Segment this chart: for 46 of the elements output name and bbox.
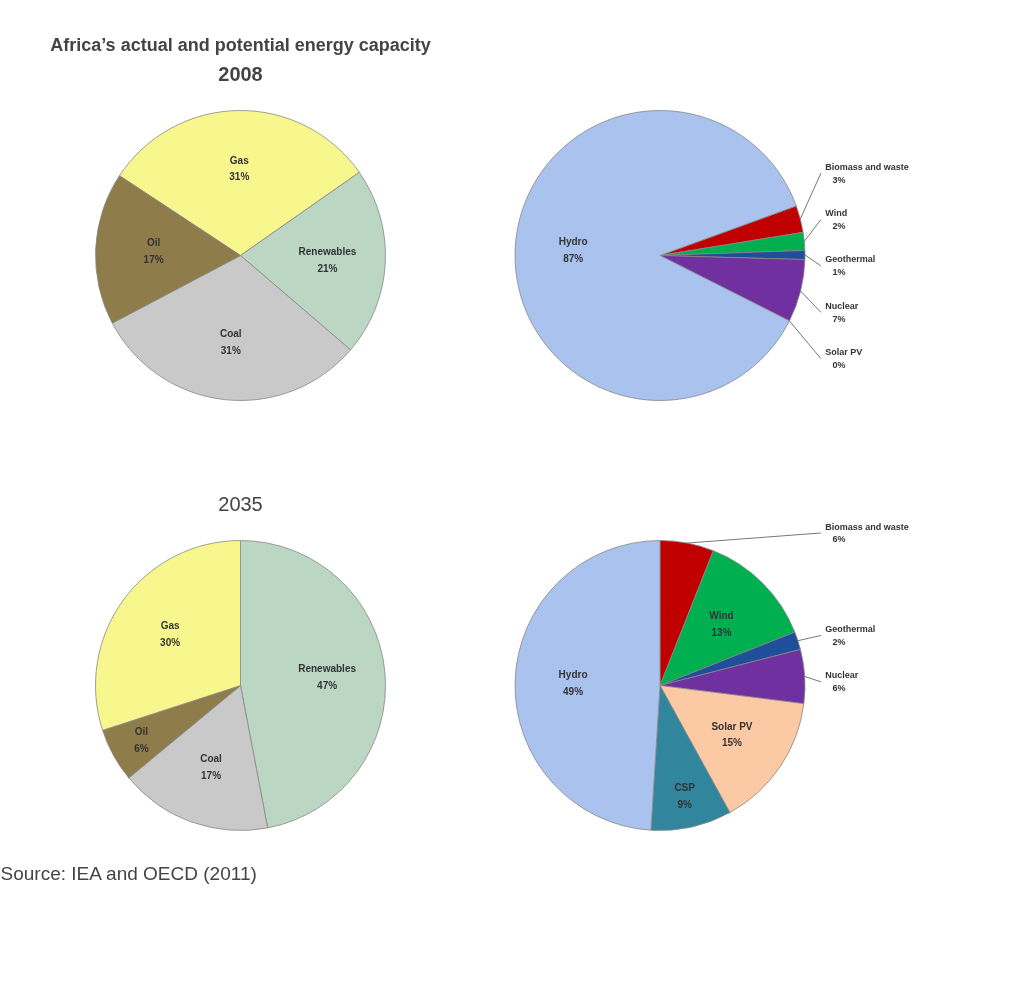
slice-label: Gas (229, 154, 250, 166)
data-label: 2% (832, 636, 846, 647)
slice-label: Biomass and waste (825, 161, 909, 172)
data-label: 2% (832, 221, 846, 231)
data-label: 6% (832, 534, 846, 545)
slice-label: Oil (146, 237, 161, 249)
slice-label: Coal (200, 753, 223, 765)
data-label: 31% (220, 344, 241, 356)
data-label: 87% (563, 253, 584, 265)
data-label: 7% (832, 313, 846, 324)
data-label: 13% (711, 626, 732, 638)
data-label: 49% (563, 685, 584, 697)
slice-label: Solar PV (711, 720, 753, 732)
slice-label: Oil (134, 726, 149, 738)
slice-label: Geothermal (825, 254, 876, 265)
data-label: 9% (677, 798, 693, 810)
data-label: 31% (229, 171, 250, 183)
data-label: 47% (317, 680, 338, 692)
chart-subtitle: 2008 (218, 62, 263, 85)
slice-label: Renewables (298, 245, 357, 257)
slice-label: Geothermal (825, 624, 876, 635)
data-label: 15% (721, 737, 743, 749)
slice-label: Hydro (558, 236, 588, 248)
slice-label: Renewables (298, 663, 357, 675)
slice-label: Coal (219, 328, 242, 340)
source-note: Source: IEA and OECD (2011) (0, 862, 257, 884)
data-label: 21% (317, 262, 338, 274)
data-label: 30% (160, 637, 181, 649)
data-label: 6% (832, 683, 846, 694)
data-label: 6% (134, 742, 149, 754)
chart-title: Africa’s actual and potential energy capacity (50, 34, 431, 55)
text: 0% (832, 360, 846, 371)
data-label: 1% (832, 267, 846, 278)
chart-subtitle: 2035 (218, 492, 263, 515)
slice-label: Nuclear (825, 670, 859, 681)
slice-label: Biomass and waste (825, 521, 909, 532)
slice-label: Hydro (558, 668, 588, 680)
data-label: 17% (201, 770, 222, 782)
slice-label: Wind (709, 610, 734, 622)
slice-label: Gas (160, 620, 180, 632)
slice-label: Wind (825, 208, 848, 219)
data-label: 17% (143, 254, 164, 266)
category-label: Solar PV (825, 347, 863, 358)
slice-label: Nuclear (825, 300, 859, 311)
data-label: 3% (832, 174, 846, 185)
slice-label: CSP (674, 781, 696, 793)
